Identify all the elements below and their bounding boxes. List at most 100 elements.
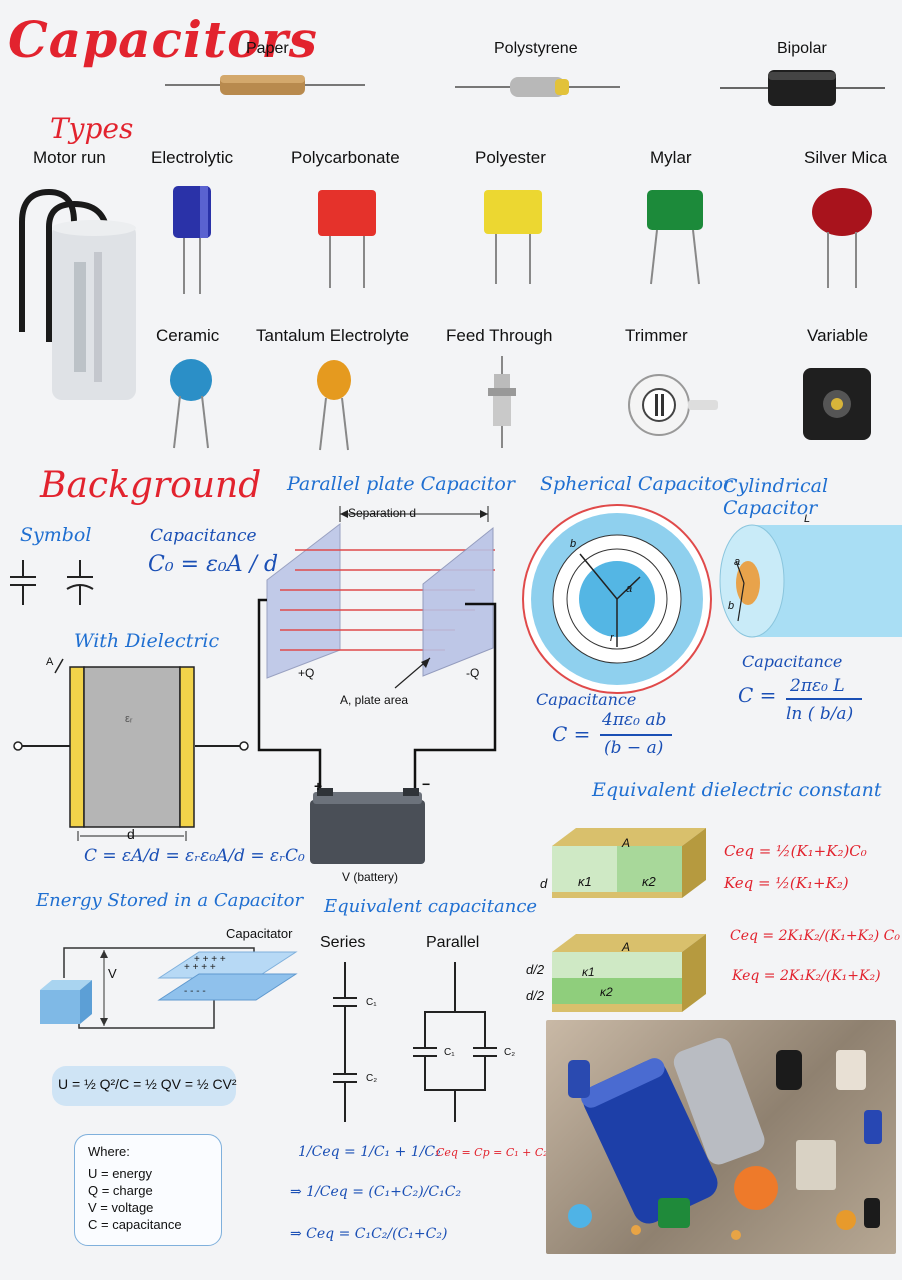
battery-minus: − bbox=[422, 776, 431, 792]
block2-half-d-1: d/2 bbox=[526, 962, 545, 977]
label-paper: Paper bbox=[246, 40, 289, 57]
block2-k2: κ2 bbox=[600, 985, 613, 999]
label-ceramic: Ceramic bbox=[156, 326, 220, 345]
label-silver-mica: Silver Mica bbox=[804, 148, 888, 167]
energy-v-label: V bbox=[108, 966, 117, 981]
plate-area-label: A, plate area bbox=[340, 693, 409, 707]
parallel-c1: C₁ bbox=[444, 1047, 455, 1058]
capacitor-assortment-photo bbox=[546, 1020, 896, 1254]
battery-plus: + bbox=[314, 778, 323, 794]
tantalum-capacitor-image bbox=[317, 360, 351, 451]
separation-label: Separation d bbox=[348, 506, 417, 520]
label-polycarbonate: Polycarbonate bbox=[291, 148, 400, 167]
where-box bbox=[74, 1134, 222, 1246]
variable-capacitor-image bbox=[803, 368, 871, 440]
cylindrical-formula-top: 2πε₀ L bbox=[790, 676, 845, 696]
label-mylar: Mylar bbox=[650, 148, 692, 167]
energy-equation: U = ½ Q²/C = ½ QV = ½ CV² bbox=[58, 1076, 237, 1092]
svg-text:+ + + +: + + + + bbox=[184, 962, 216, 973]
spherical-capacitance-label: Capacitance bbox=[536, 690, 637, 709]
dielectric-symbol: εᵣ bbox=[125, 713, 133, 725]
series-formula-3: ⇒ Ceq = C₁C₂/(C₁+C₂) bbox=[290, 1226, 448, 1242]
label-trimmer: Trimmer bbox=[625, 326, 688, 345]
parallel-plate-diagram bbox=[257, 506, 497, 864]
label-feed-through: Feed Through bbox=[446, 326, 553, 345]
equivalent-capacitance-title: Equivalent capacitance bbox=[324, 896, 538, 917]
types-heading: Types bbox=[50, 112, 134, 145]
formula-series-ceq: Ceq = 2K₁K₂/(K₁+K₂) C₀ bbox=[730, 928, 900, 944]
where-title: Where: bbox=[88, 1144, 130, 1159]
block1-k2: κ2 bbox=[642, 874, 656, 889]
silver-mica-capacitor-image bbox=[812, 188, 872, 288]
label-electrolytic: Electrolytic bbox=[151, 148, 234, 167]
feed-through-capacitor-image bbox=[488, 356, 516, 448]
cyl-L-label: L bbox=[804, 513, 811, 525]
formula-parallel-ceq: Ceq = ½(K₁+K₂)C₀ bbox=[724, 842, 867, 860]
symbol-label: Symbol bbox=[20, 524, 92, 546]
spherical-c-eq: C = bbox=[552, 722, 591, 746]
equivalent-dielectric-title: Equivalent dielectric constant bbox=[592, 779, 882, 801]
label-motor-run: Motor run bbox=[33, 148, 106, 167]
cylindrical-fraction-bar bbox=[786, 698, 862, 700]
dielectric-formula: C = εA/d = εᵣε₀A/d = εᵣC₀ = KC₀ bbox=[84, 846, 362, 866]
sphere-r-label: r bbox=[610, 632, 614, 644]
energy-diagram: + + + ++ + + + - - - - bbox=[40, 947, 298, 1029]
spherical-fraction-bar bbox=[600, 734, 672, 736]
cyl-b-label: b bbox=[728, 600, 735, 612]
where-item-u: U = energy bbox=[88, 1166, 152, 1181]
electrolytic-capacitor-image bbox=[173, 186, 211, 294]
battery-label: V (battery) bbox=[342, 870, 399, 884]
svg-text:+ + + +: + + + + bbox=[194, 954, 226, 965]
paper-capacitor-image bbox=[165, 75, 365, 95]
cylindrical-capacitance-label: Capacitance bbox=[742, 652, 843, 671]
page-title: Capacitors bbox=[8, 10, 318, 69]
mylar-capacitor-image bbox=[647, 190, 703, 285]
trimmer-capacitor-image bbox=[628, 374, 718, 436]
series-formula-1: 1/Ceq = 1/C₁ + 1/C₂ bbox=[298, 1144, 441, 1160]
label-polyester: Polyester bbox=[475, 148, 546, 167]
ceramic-capacitor-image bbox=[170, 359, 212, 449]
block1-k1: κ1 bbox=[578, 874, 592, 889]
parallel-formula: Ceq = Cp = C₁ + C₂ bbox=[436, 1146, 548, 1159]
capacitor-symbols bbox=[10, 560, 94, 605]
background-heading: Background bbox=[40, 465, 262, 506]
capacitance-formula: C₀ = ε₀A / d bbox=[148, 552, 279, 577]
dielectric-block-2 bbox=[552, 934, 706, 1012]
capacitor-assortment-illustration bbox=[568, 1037, 882, 1240]
dielectric-d-label: d bbox=[127, 826, 135, 842]
dielectric-block-1 bbox=[552, 828, 706, 898]
parallel-plate-title: Parallel plate Capacitor bbox=[287, 473, 515, 495]
formula-parallel-keq: Keq = ½(K₁+K₂) bbox=[724, 874, 849, 892]
sphere-b-label: b bbox=[570, 538, 577, 550]
dielectric-a-label: A bbox=[46, 656, 54, 668]
label-tantalum: Tantalum Electrolyte bbox=[256, 326, 410, 345]
bipolar-capacitor-image bbox=[720, 70, 885, 106]
cyl-a-label: a bbox=[734, 556, 741, 568]
series-formula-2: ⇒ 1/Ceq = (C₁+C₂)/C₁C₂ bbox=[290, 1184, 462, 1200]
block1-d: d bbox=[540, 876, 548, 891]
parallel-c2: C₂ bbox=[504, 1047, 516, 1058]
motor-run-capacitor-image bbox=[19, 188, 136, 400]
spherical-capacitor-diagram bbox=[522, 504, 712, 694]
capacitance-label: Capacitance bbox=[150, 526, 257, 546]
where-item-q: Q = charge bbox=[88, 1183, 153, 1198]
cylindrical-title: Cylindrical Capacitor bbox=[723, 475, 829, 519]
spherical-formula-top: 4πε₀ ab bbox=[602, 710, 667, 730]
spherical-title: Spherical Capacitor bbox=[540, 473, 733, 495]
polyester-capacitor-image bbox=[484, 190, 542, 284]
parallel-label: Parallel bbox=[426, 934, 480, 951]
series-c2: C₂ bbox=[366, 1073, 378, 1084]
block2-A: A bbox=[622, 940, 631, 954]
label-variable: Variable bbox=[807, 326, 869, 345]
series-circuit-diagram bbox=[333, 962, 357, 1122]
where-item-v: V = voltage bbox=[88, 1200, 154, 1215]
with-dielectric-label: With Dielectric bbox=[74, 630, 220, 652]
energy-title: Energy Stored in a Capacitor bbox=[36, 890, 304, 911]
series-c1: C₁ bbox=[366, 997, 377, 1008]
plus-q-label: +Q bbox=[298, 666, 315, 680]
label-bipolar: Bipolar bbox=[777, 40, 827, 57]
capacitator-label: Capacitator bbox=[226, 926, 293, 941]
sphere-a-label: a bbox=[626, 583, 633, 595]
energy-equation-box bbox=[52, 1066, 236, 1106]
minus-q-label: -Q bbox=[466, 666, 480, 680]
